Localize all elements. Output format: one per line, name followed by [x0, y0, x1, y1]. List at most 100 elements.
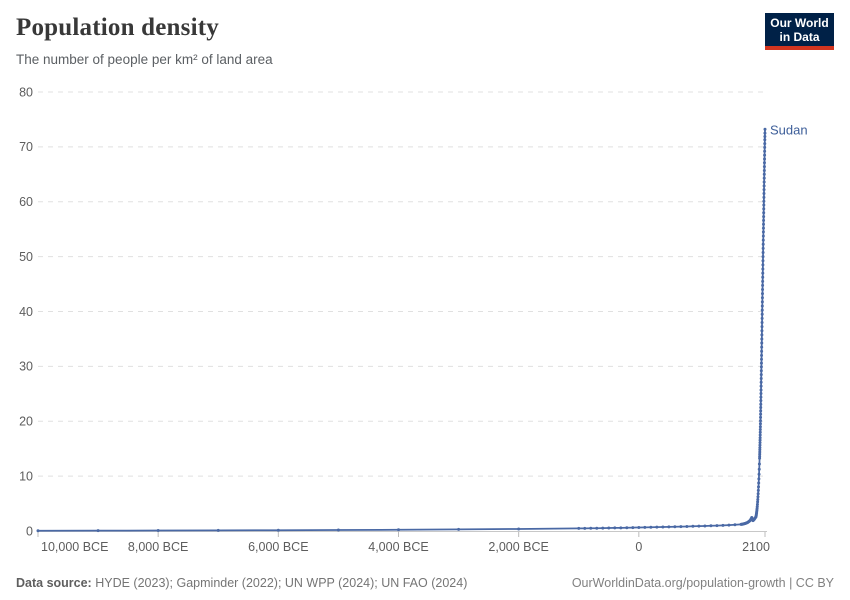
data-point — [762, 211, 766, 215]
data-point — [760, 304, 764, 308]
data-point — [759, 406, 763, 410]
data-point — [759, 369, 763, 373]
data-point — [758, 430, 762, 434]
data-point — [760, 296, 764, 300]
data-point — [759, 392, 763, 396]
data-point — [589, 526, 593, 530]
data-point — [336, 528, 340, 532]
data-point — [36, 529, 40, 533]
data-point — [757, 477, 761, 481]
data-point — [758, 454, 762, 458]
data-point — [762, 180, 766, 184]
data-source-label: Data source: — [16, 576, 92, 590]
data-point — [756, 488, 760, 492]
data-point — [756, 495, 760, 499]
data-point — [762, 199, 766, 203]
data-point — [762, 207, 766, 211]
data-point — [760, 325, 764, 329]
y-tick-label: 40 — [19, 305, 33, 319]
data-point — [601, 526, 605, 530]
data-point — [758, 450, 762, 454]
x-tick-label: 2,000 BCE — [488, 540, 548, 554]
data-point — [759, 412, 763, 416]
data-point — [760, 329, 764, 333]
data-point — [709, 524, 713, 528]
data-point — [762, 192, 766, 196]
owid-logo-line2: in Data — [779, 29, 820, 44]
data-point — [761, 242, 765, 246]
data-point — [760, 320, 764, 324]
data-point — [756, 500, 760, 504]
data-point — [759, 373, 763, 377]
data-point — [760, 300, 764, 304]
data-point — [759, 365, 763, 369]
chart-footer: Data source: HYDE (2023); Gapminder (202… — [16, 576, 834, 590]
x-tick-label: 6,000 BCE — [248, 540, 308, 554]
entity-label[interactable]: Sudan — [770, 122, 808, 137]
data-point — [761, 251, 765, 255]
data-point — [761, 279, 765, 283]
data-point — [759, 361, 763, 365]
data-point — [517, 527, 521, 531]
data-point — [757, 467, 761, 471]
data-point — [761, 234, 765, 238]
y-tick-label: 50 — [19, 250, 33, 264]
data-point — [758, 452, 762, 456]
chart-subtitle: The number of people per km² of land are… — [16, 52, 273, 67]
data-point — [763, 157, 767, 161]
data-point — [761, 238, 765, 242]
x-tick-label: 2100 — [742, 540, 770, 554]
data-point — [763, 149, 767, 153]
data-point — [761, 246, 765, 250]
data-point — [759, 388, 763, 392]
data-point — [760, 316, 764, 320]
data-point — [649, 525, 653, 529]
data-point — [761, 226, 765, 230]
data-point — [762, 218, 766, 222]
data-source-list: HYDE (2023); Gapminder (2022); UN WPP (2… — [95, 576, 468, 590]
data-point — [761, 288, 765, 292]
data-point — [457, 527, 461, 531]
data-point — [760, 349, 764, 353]
data-point — [762, 203, 766, 207]
data-point — [625, 526, 629, 530]
data-point — [762, 161, 766, 165]
data-point — [759, 409, 763, 413]
data-point — [721, 523, 725, 527]
data-point — [758, 425, 762, 429]
data-point — [758, 436, 762, 440]
data-point — [758, 441, 762, 445]
data-point — [760, 337, 764, 341]
data-point — [763, 127, 767, 131]
data-point — [397, 528, 400, 532]
y-tick-label: 70 — [19, 140, 33, 154]
page-title: Population density — [16, 14, 219, 41]
data-point — [679, 525, 683, 529]
attribution-note[interactable]: OurWorldinData.org/population-growth | C… — [571, 576, 834, 590]
data-point — [761, 230, 765, 234]
data-point — [631, 526, 635, 530]
data-point — [760, 357, 764, 361]
data-point — [755, 505, 759, 509]
data-point — [758, 438, 762, 442]
x-tick-label: 10,000 BCE — [41, 540, 108, 554]
y-tick-label: 30 — [19, 360, 33, 374]
data-point — [759, 384, 763, 388]
data-point — [763, 145, 767, 149]
owid-logo[interactable]: Our World in Data — [765, 13, 834, 50]
data-point — [613, 526, 617, 530]
data-point — [758, 433, 762, 437]
data-point — [760, 345, 764, 349]
data-point — [761, 271, 765, 275]
y-tick-label: 80 — [19, 85, 33, 99]
data-point — [727, 523, 731, 527]
data-point — [619, 526, 623, 530]
data-point — [762, 195, 766, 199]
data-line[interactable] — [37, 128, 766, 532]
data-point — [761, 283, 765, 287]
data-point — [760, 333, 764, 337]
data-point — [763, 153, 767, 157]
data-point — [691, 524, 695, 528]
